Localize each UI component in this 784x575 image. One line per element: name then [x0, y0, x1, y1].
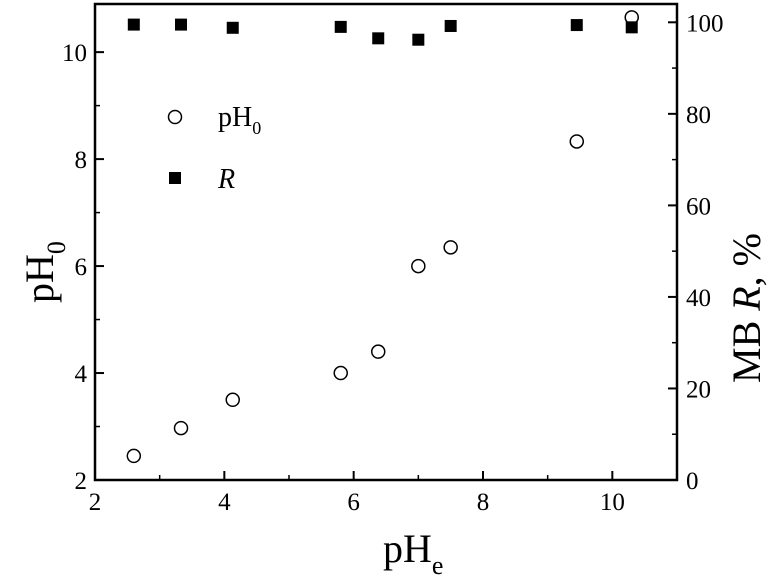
x-tick-label: 2 [89, 489, 102, 516]
right-y-tick-label: 0 [686, 468, 699, 495]
ph0-point [333, 365, 348, 381]
r-point [175, 18, 188, 31]
series-ph0-markers [126, 10, 639, 464]
series-r-markers [127, 18, 638, 46]
left-y-axis-title: pH0 [17, 241, 71, 303]
legend-marker-r [169, 172, 181, 184]
ph0-point [225, 392, 240, 408]
r-point [570, 19, 583, 32]
left-y-tick-label: 2 [75, 468, 88, 495]
right-y-tick-label: 60 [686, 193, 711, 220]
right-y-axis-title: MB R, % [724, 233, 769, 383]
right-y-tick-label: 20 [686, 376, 711, 403]
r-point [444, 19, 457, 32]
right-y-axis-ticks: 0 20 40 60 80 100 [668, 10, 724, 495]
r-point [127, 18, 140, 31]
r-point [412, 33, 425, 46]
x-axis-ticks: 2 4 6 8 10 [89, 471, 625, 516]
x-tick-label: 10 [600, 489, 625, 516]
ph0-point [126, 448, 142, 464]
right-y-tick-label: 40 [686, 285, 711, 312]
ph0-point [370, 344, 386, 359]
x-tick-label: 4 [218, 489, 231, 516]
ph0-point [569, 134, 585, 149]
r-point [372, 32, 385, 45]
left-y-tick-label: 4 [75, 361, 88, 388]
r-point [625, 21, 638, 34]
x-tick-label: 8 [477, 489, 490, 516]
r-point [334, 20, 347, 33]
ph0-point [411, 258, 426, 274]
x-axis-title: pHe [383, 526, 443, 575]
left-y-tick-label: 10 [62, 40, 87, 67]
legend-label-ph0: pH0 [218, 102, 261, 138]
legend-marker-ph0 [167, 109, 183, 125]
ph0-point [173, 420, 189, 436]
legend-label-r: R [217, 164, 235, 195]
left-y-tick-label: 8 [75, 147, 88, 174]
plot-frame [93, 2, 679, 482]
r-point [226, 21, 239, 34]
legend: pH0 R [167, 102, 261, 195]
right-y-tick-label: 100 [686, 10, 724, 37]
ph0-point [443, 240, 458, 255]
left-y-tick-label: 6 [75, 254, 88, 281]
right-y-tick-label: 80 [686, 102, 711, 129]
left-y-axis-ticks: 2 4 6 8 10 [62, 40, 104, 495]
x-tick-label: 6 [347, 489, 360, 516]
